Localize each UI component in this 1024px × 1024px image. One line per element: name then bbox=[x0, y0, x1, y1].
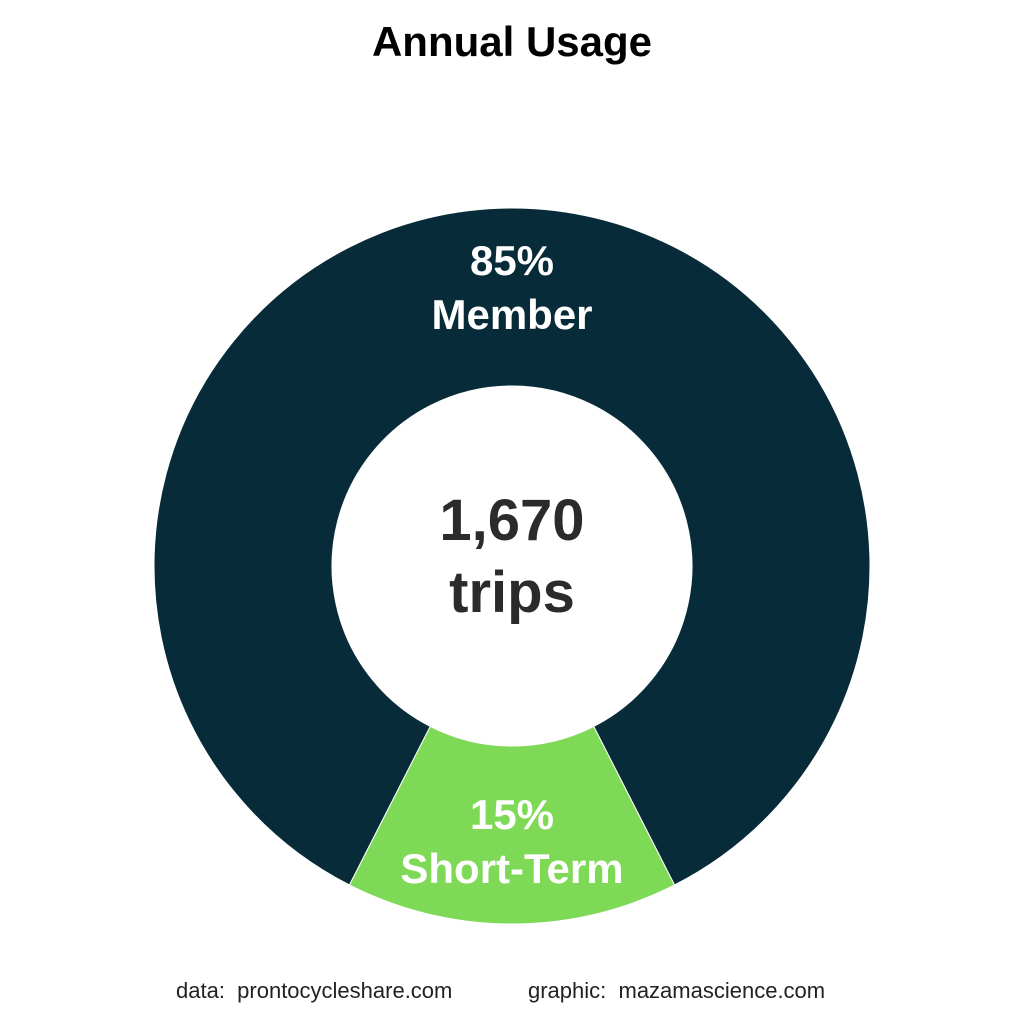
slice-short-term bbox=[348, 725, 676, 925]
slice-percent-short-term: 15% bbox=[470, 791, 554, 838]
graphic-credit: graphic: mazamascience.com bbox=[528, 978, 826, 1003]
total-trips-value: 1,670 bbox=[439, 488, 584, 553]
slice-name-short-term: Short-Term bbox=[400, 845, 623, 892]
slice-labels: 85% Member 15% Short-Term bbox=[400, 237, 623, 892]
data-credit: data: prontocycleshare.com bbox=[176, 978, 453, 1003]
donut-slices bbox=[153, 207, 871, 925]
chart-title: Annual Usage bbox=[371, 18, 653, 65]
slice-percent-member: 85% bbox=[470, 237, 554, 284]
slice-name-member: Member bbox=[431, 291, 592, 338]
slice-member bbox=[153, 207, 871, 886]
total-trips-unit: trips bbox=[449, 560, 575, 625]
